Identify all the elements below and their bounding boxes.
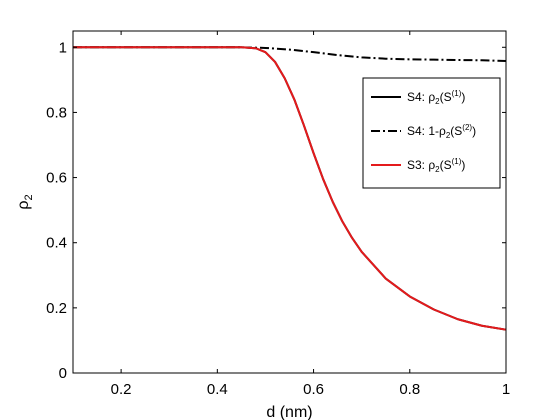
y-axis-title-sub: 2 [23, 194, 35, 200]
y-tick-label: 0.6 [46, 170, 67, 187]
y-tick-label: 0.2 [46, 300, 67, 317]
x-tick-label: 0.6 [303, 381, 324, 398]
ticks-layer: 0.2 0.4 0.6 0.8 1 0 0.2 0.4 0.6 0.8 1 [46, 31, 510, 398]
y-tick-label: 0 [59, 365, 67, 382]
y-axis-title: ρ2 [15, 194, 35, 209]
x-tick-label: 0.4 [207, 381, 228, 398]
y-tick-label: 0.4 [46, 235, 67, 252]
plot-frame [72, 30, 507, 374]
y-tick-label: 1 [59, 39, 67, 56]
series-line-3 [73, 46, 507, 331]
x-axis-title: d (nm) [266, 404, 312, 420]
x-tick-label: 1 [502, 381, 510, 398]
x-tick-label: 0.2 [111, 381, 132, 398]
legend-label-3: S3: ρ2(S(1)) [407, 157, 465, 174]
legend-label-1: S4: ρ2(S(1)) [407, 89, 465, 106]
legend-label-2: S4: 1-ρ2(S(2)) [407, 123, 476, 140]
x-tick-label: 0.8 [399, 381, 420, 398]
series-layer [73, 46, 507, 331]
legend: S4: ρ2(S(1)) S4: 1-ρ2(S(2)) S3: ρ2(S(1)) [362, 77, 501, 189]
y-tick-label: 0.8 [46, 104, 67, 121]
